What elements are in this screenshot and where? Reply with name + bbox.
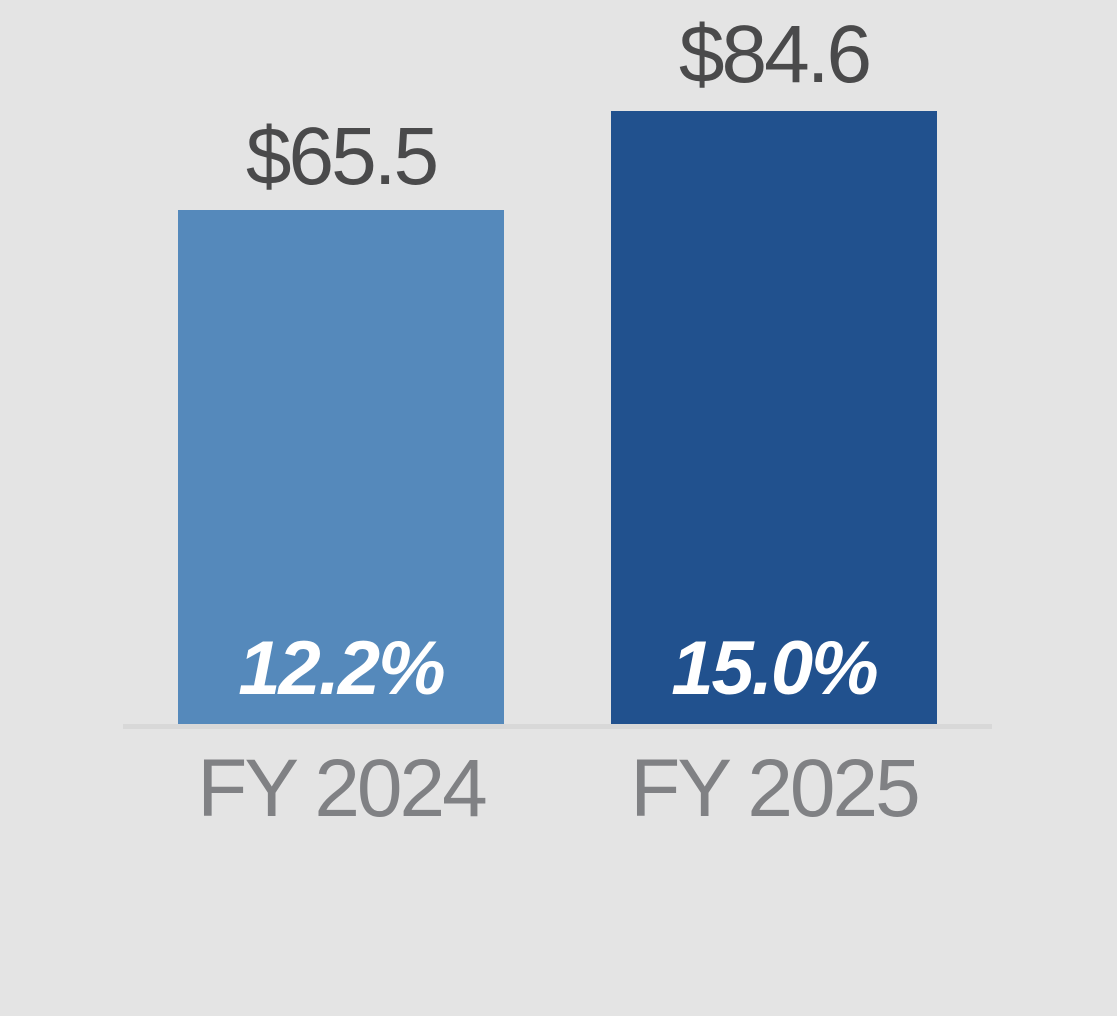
- bar-fy2025: 15.0%: [611, 111, 937, 724]
- x-axis-line: [123, 724, 992, 729]
- bar-fy2024: 12.2%: [178, 210, 504, 724]
- bar-fy2025-value-label: $84.6: [678, 9, 872, 100]
- bar-fy2024-value-label: $65.5: [245, 111, 439, 202]
- bar-fy2024-inner-label: 12.2%: [238, 626, 446, 711]
- bar-fy2025-inner-label: 15.0%: [671, 626, 879, 711]
- x-axis-label-fy2024: FY 2024: [197, 743, 488, 834]
- x-axis-label-fy2025: FY 2025: [630, 743, 921, 834]
